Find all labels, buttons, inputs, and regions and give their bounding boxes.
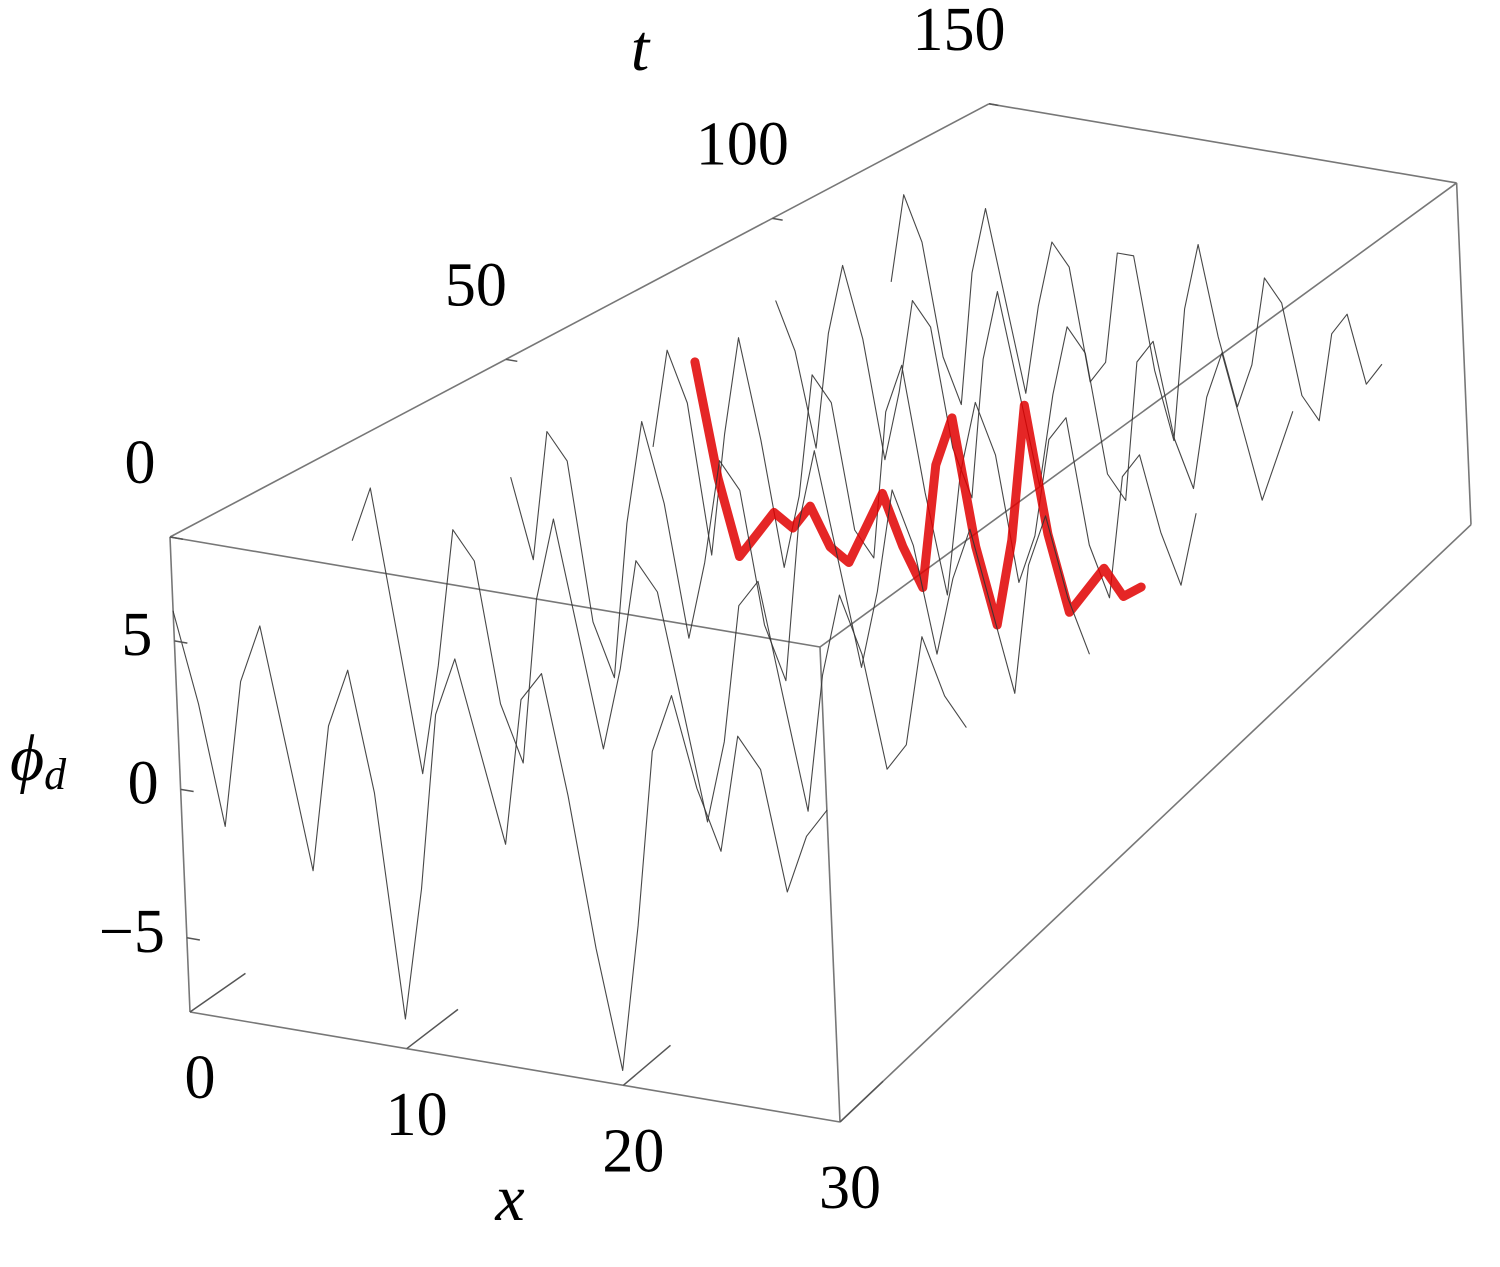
x-axis-title: x — [494, 1162, 524, 1235]
y-tick — [174, 640, 188, 644]
y-axis-title: ϕd — [10, 722, 67, 799]
t-tick-label: 100 — [696, 111, 789, 179]
x-tick-label: 0 — [185, 1044, 216, 1112]
box-edge — [169, 536, 821, 648]
box-edge — [988, 103, 1457, 184]
y-tick-label: −5 — [99, 898, 165, 966]
t-tick-label: 150 — [913, 0, 1006, 64]
box-edge — [1455, 182, 1472, 525]
slice-line — [172, 610, 828, 1072]
slice-line — [652, 337, 1197, 599]
y-tick-label: 0 — [128, 750, 159, 818]
t-tick — [772, 217, 783, 221]
t-tick-label: 50 — [445, 252, 507, 320]
box-edge — [169, 536, 191, 1013]
box-edge — [189, 1011, 841, 1123]
highlight-line — [690, 357, 1146, 630]
t-tick — [169, 536, 184, 540]
x-tick — [622, 1044, 671, 1086]
slice-line — [351, 487, 967, 823]
slice-line — [890, 194, 1383, 442]
x-tick-label: 10 — [386, 1081, 448, 1149]
t-tick-label: 0 — [125, 429, 156, 497]
t-axis-title: t — [631, 12, 651, 85]
t-tick — [988, 103, 999, 107]
x-tick-label: 20 — [602, 1118, 664, 1186]
slice-line — [510, 420, 1090, 694]
y-tick-label: 5 — [121, 601, 152, 669]
y-tick — [180, 788, 194, 793]
x-tick — [189, 972, 246, 1013]
x-tick-label: 30 — [819, 1154, 881, 1222]
box-edge — [819, 646, 841, 1123]
box-edge — [839, 524, 1472, 1123]
y-tick — [186, 937, 201, 941]
y-axis-symbol: ϕ — [10, 722, 44, 795]
x-tick — [839, 1080, 884, 1123]
y-axis-subscript: d — [44, 750, 67, 799]
x-tick — [406, 1008, 459, 1050]
t-tick — [505, 358, 518, 363]
box-edge — [169, 103, 990, 538]
